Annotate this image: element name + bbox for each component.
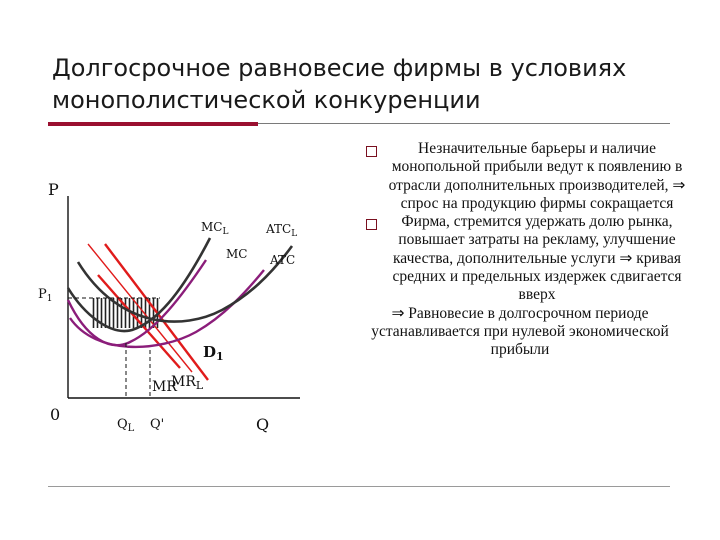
mrl-label: MRL [171, 374, 204, 392]
footer-rule [48, 486, 670, 487]
mc-label: MC [226, 247, 247, 261]
note-barriers-text: Незначительные барьеры и наличие монопол… [388, 140, 686, 212]
atc-curve [69, 269, 265, 349]
square-bullet-icon [366, 219, 377, 231]
qprime-tick-label: Q' [150, 417, 164, 432]
note-barriers: Незначительные барьеры и наличие монопол… [350, 140, 690, 213]
x-axis-label: Q [256, 415, 269, 434]
title-accent-rule [48, 122, 258, 126]
price-p1-label: P1 [38, 287, 52, 304]
note-costs: Фирма, стремится удержать долю рынка, по… [350, 213, 690, 304]
mcl-label: MCL [201, 220, 228, 237]
demand-d1-curve [97, 274, 181, 369]
d1-label: D1 [203, 343, 224, 363]
y-axis-label: P [48, 180, 59, 199]
mr-curve [87, 243, 193, 373]
square-bullet-icon [366, 146, 377, 157]
note-conclusion: ⇒ Равновесие в долгосрочном периоде уста… [350, 305, 690, 360]
note-conclusion-text: ⇒ Равновесие в долгосрочном периоде уста… [371, 304, 669, 359]
atcl-label: ATCL [265, 222, 297, 239]
note-costs-text: Фирма, стремится удержать долю рынка, по… [392, 213, 682, 304]
atcl-curve [76, 245, 294, 323]
demand-curve [104, 243, 209, 381]
explanation-notes: Незначительные барьеры и наличие монопол… [350, 140, 690, 360]
mcl-curve [66, 237, 212, 333]
page-title: Долгосрочное равновесие фирмы в условиях… [52, 54, 627, 114]
mr-label: MR [152, 379, 177, 395]
title-rule [258, 123, 670, 124]
atc-label: ATC [269, 253, 295, 267]
mc-curve [66, 259, 207, 347]
origin-label: 0 [50, 405, 60, 424]
ql-tick-label: QL [117, 417, 135, 434]
